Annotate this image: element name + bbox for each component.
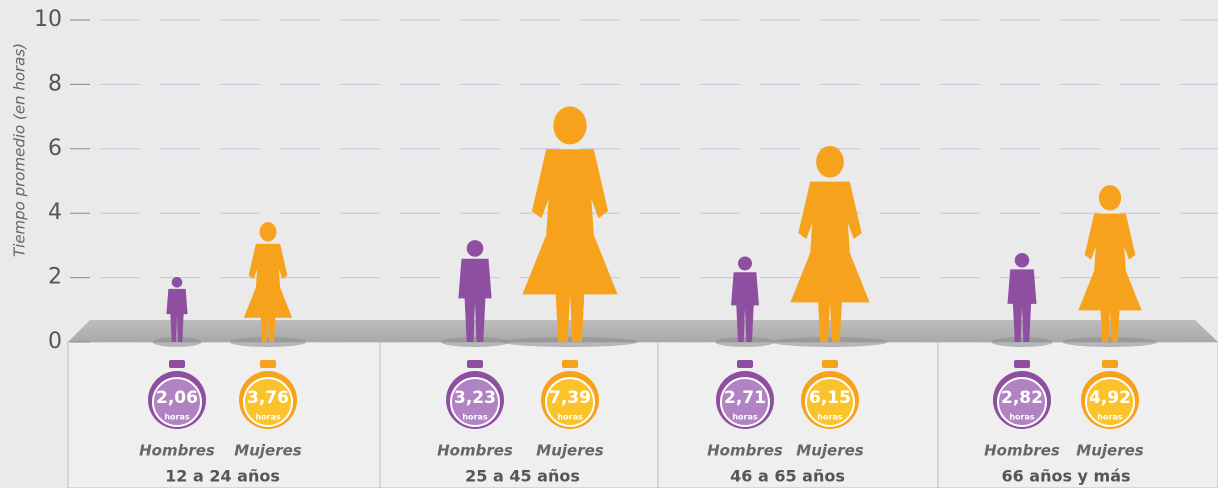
figure [731,256,759,342]
value-label: 6,15 [809,388,851,408]
shadow [152,337,202,347]
stopwatch-knob [467,360,483,368]
stopwatch-knob [737,360,753,368]
unit-label: horas [557,413,583,422]
legend-label: Hombres [707,442,783,460]
stopwatch-face [997,377,1047,427]
stopwatch-face [152,377,202,427]
x-tick-label: 12 a 24 años [165,467,280,486]
stopwatch-face [805,377,855,427]
value-label: 2,82 [1001,388,1043,408]
x-tick-label: 46 a 65 años [730,467,845,486]
stopwatch-knob [169,360,185,368]
figure [522,106,618,342]
y-axis-label: Tiempo promedio (en horas) [11,43,29,257]
figure [166,276,188,342]
stopwatch-knob [562,360,578,368]
unit-label: horas [255,413,281,422]
y-tick-label: 8 [48,71,62,96]
stopwatch-face [450,377,500,427]
stopwatch-knob [1102,360,1118,368]
legend-label: Hombres [437,442,513,460]
shadow [440,337,510,347]
x-tick-label: 66 años y más [1001,467,1130,486]
legend-label: Hombres [139,442,215,460]
legend-label: Mujeres [796,442,863,460]
unit-label: horas [1097,413,1123,422]
y-tick-label: 2 [48,265,62,290]
value-label: 2,06 [156,388,198,408]
y-tick-label: 4 [48,200,62,225]
unit-label: horas [817,413,843,422]
value-label: 7,39 [549,388,591,408]
stopwatch-face [720,377,770,427]
stopwatch-knob [260,360,276,368]
legend-label: Mujeres [1076,442,1143,460]
unit-label: horas [732,413,758,422]
figure [243,222,293,342]
legend-label: Hombres [984,442,1060,460]
value-label: 2,71 [724,388,766,408]
shadow [229,337,307,347]
value-label: 3,76 [247,388,289,408]
figure [458,240,492,342]
stopwatch-face [243,377,293,427]
stopwatch-face [1085,377,1135,427]
value-label: 3,23 [454,388,496,408]
legend-label: Mujeres [536,442,603,460]
x-tick-label: 25 a 45 años [465,467,580,486]
figure [1007,253,1037,342]
shadow [502,337,638,347]
y-tick-label: 10 [34,7,62,32]
unit-label: horas [164,413,190,422]
stopwatch-knob [1014,360,1030,368]
unit-label: horas [1009,413,1035,422]
stopwatch-knob [822,360,838,368]
platform [68,320,1218,342]
y-tick-label: 0 [48,329,62,354]
legend-label: Mujeres [234,442,301,460]
value-label: 4,92 [1089,388,1131,408]
y-tick-label: 6 [48,136,62,161]
figure [1078,185,1142,342]
shadow [715,337,775,347]
unit-label: horas [462,413,488,422]
shadow [772,337,888,347]
shadow [1062,337,1158,347]
stopwatch-face [545,377,595,427]
shadow [991,337,1053,347]
figure [790,145,870,342]
